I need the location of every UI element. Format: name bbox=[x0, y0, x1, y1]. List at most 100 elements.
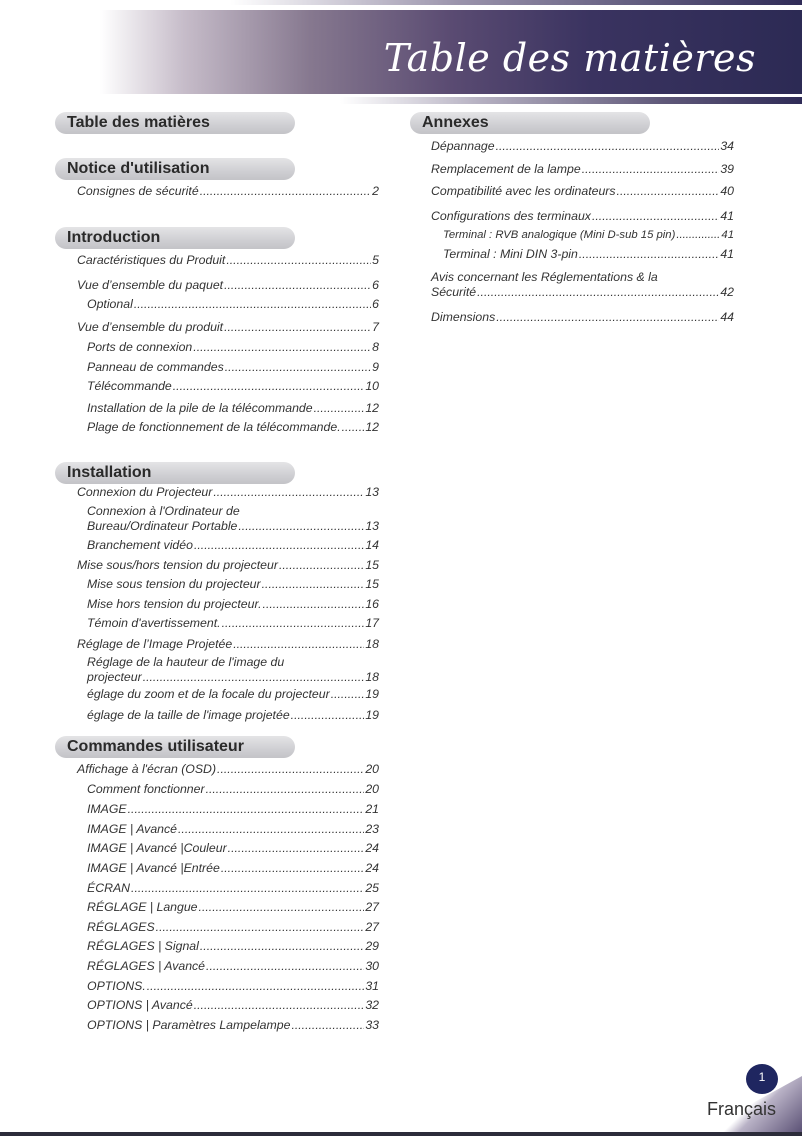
toc-entry[interactable]: Consignes de sécurité 2 bbox=[77, 184, 379, 199]
toc-entry[interactable]: RÉGLAGES 27 bbox=[87, 920, 379, 935]
dot-leader bbox=[592, 209, 719, 224]
toc-entry-page: 32 bbox=[365, 998, 379, 1012]
toc-entry[interactable]: ÉCRAN 25 bbox=[87, 881, 379, 896]
toc-entry-page: 27 bbox=[365, 920, 379, 934]
dot-leader bbox=[228, 841, 365, 856]
toc-entry-page: 20 bbox=[365, 782, 379, 796]
dot-leader bbox=[225, 360, 371, 375]
dot-leader bbox=[279, 558, 364, 573]
toc-entry-page: 21 bbox=[365, 802, 379, 816]
toc-entry-title: Réglage de l’Image Projetée bbox=[77, 637, 233, 651]
dot-leader bbox=[193, 340, 371, 355]
toc-entry-page: 27 bbox=[365, 900, 379, 914]
toc-entry-page: 12 bbox=[365, 401, 379, 415]
toc-entry[interactable]: Terminal : RVB analogique (Mini D-sub 15… bbox=[443, 228, 734, 243]
toc-entry-title: ÉCRAN bbox=[87, 881, 131, 895]
dot-leader bbox=[143, 670, 365, 685]
toc-entry-title: IMAGE bbox=[87, 802, 127, 816]
toc-entry[interactable]: Installation de la pile de la télécomman… bbox=[87, 401, 379, 416]
toc-entry-title: Affichage à l'écran (OSD) bbox=[77, 762, 217, 776]
toc-entry-page: 17 bbox=[365, 616, 379, 630]
toc-entry[interactable]: OPTIONS | Paramètres Lampelampe 33 bbox=[87, 1018, 379, 1033]
toc-entry[interactable]: IMAGE | Avancé |Entrée 24 bbox=[87, 861, 379, 876]
dot-leader bbox=[496, 139, 720, 154]
toc-entry[interactable]: églage de la taille de l'image projetée 1… bbox=[87, 708, 379, 723]
toc-entry-title: Plage de fonctionnement de la télécomman… bbox=[87, 420, 341, 434]
toc-entry-title: RÉGLAGES bbox=[87, 920, 155, 934]
section-heading[interactable]: Commandes utilisateur bbox=[55, 736, 295, 758]
toc-entry[interactable]: Remplacement de la lampe 39 bbox=[431, 162, 734, 177]
toc-entry-page: 15 bbox=[365, 558, 379, 572]
toc-entry[interactable]: Dimensions 44 bbox=[431, 310, 734, 325]
section-heading[interactable]: Installation bbox=[55, 462, 295, 484]
dot-leader bbox=[131, 881, 364, 896]
page-title: Table des matières bbox=[383, 36, 756, 80]
section-heading[interactable]: Table des matières bbox=[55, 112, 295, 134]
toc-entry[interactable]: Optional 6 bbox=[87, 297, 379, 312]
header-top-rule bbox=[230, 0, 802, 5]
toc-entry-title: Configurations des terminaux bbox=[431, 209, 591, 223]
toc-entry-page: 13 bbox=[365, 519, 379, 533]
dot-leader bbox=[314, 401, 365, 416]
dot-leader bbox=[147, 979, 365, 994]
dot-leader bbox=[496, 310, 719, 325]
toc-entry[interactable]: Mise sous/hors tension du projecteur 15 bbox=[77, 558, 379, 573]
section-heading[interactable]: Notice d'utilisation bbox=[55, 158, 295, 180]
toc-entry[interactable]: Réglage de la hauteur de l'image du proje… bbox=[87, 655, 379, 685]
toc-entry[interactable]: Télécommande 10 bbox=[87, 379, 379, 394]
toc-entry-title: Consignes de sécurité bbox=[77, 184, 199, 198]
toc-entry[interactable]: Vue d’ensemble du produit 7 bbox=[77, 320, 379, 335]
section-heading[interactable]: Introduction bbox=[55, 227, 295, 249]
toc-entry[interactable]: Panneau de commandes 9 bbox=[87, 360, 379, 375]
toc-entry-page: 13 bbox=[365, 485, 379, 499]
dot-leader bbox=[199, 900, 365, 915]
toc-entry[interactable]: Avis concernant les Réglementations & la… bbox=[431, 270, 734, 300]
toc-entry[interactable]: Connexion à l'Ordinateur de Bureau/Ordina… bbox=[87, 504, 379, 534]
toc-entry[interactable]: Plage de fonctionnement de la télécomman… bbox=[87, 420, 379, 435]
toc-entry[interactable]: Vue d’ensemble du paquet 6 bbox=[77, 278, 379, 293]
toc-entry-title: projecteur bbox=[87, 670, 142, 684]
toc-entry-title: Télécommande bbox=[87, 379, 172, 393]
toc-entry[interactable]: Connexion du Projecteur 13 bbox=[77, 485, 379, 500]
toc-entry[interactable]: IMAGE | Avancé 23 bbox=[87, 822, 379, 837]
dot-leader bbox=[222, 616, 365, 631]
toc-entry[interactable]: IMAGE | Avancé |Couleur 24 bbox=[87, 841, 379, 856]
toc-entry[interactable]: Compatibilité avec les ordinateurs 40 bbox=[431, 184, 734, 199]
language-label: Français bbox=[707, 1099, 777, 1119]
toc-entry[interactable]: RÉGLAGES | Avancé 30 bbox=[87, 959, 379, 974]
toc-entry[interactable]: IMAGE 21 bbox=[87, 802, 379, 817]
toc-entry[interactable]: Témoin d'avertissement. 17 bbox=[87, 616, 379, 631]
toc-entry-title: RÉGLAGES | Signal bbox=[87, 939, 199, 953]
toc-entry-page: 19 bbox=[365, 708, 379, 722]
toc-entry-title: Mise sous/hors tension du projecteur bbox=[77, 558, 278, 572]
toc-entry[interactable]: Terminal : Mini DIN 3-pin 41 bbox=[443, 247, 734, 262]
section-heading[interactable]: Annexes bbox=[410, 112, 650, 134]
toc-entry-page: 41 bbox=[721, 229, 734, 241]
toc-entry[interactable]: Réglage de l’Image Projetée 18 bbox=[77, 637, 379, 652]
toc-entry[interactable]: Branchement vidéo 14 bbox=[87, 538, 379, 553]
toc-entry-page: 18 bbox=[365, 637, 379, 651]
toc-entry[interactable]: Configurations des terminaux 41 bbox=[431, 209, 734, 224]
toc-entry[interactable]: Affichage à l'écran (OSD) 20 bbox=[77, 762, 379, 777]
dot-leader bbox=[173, 379, 365, 394]
toc-entry[interactable]: OPTIONS | Avancé 32 bbox=[87, 998, 379, 1013]
toc-entry[interactable]: Mise sous tension du projecteur 15 bbox=[87, 577, 379, 592]
toc-entry-title: Terminal : RVB analogique (Mini D-sub 15… bbox=[443, 229, 676, 241]
dot-leader bbox=[617, 184, 720, 199]
toc-entry[interactable]: églage du zoom et de la focale du projec… bbox=[87, 687, 379, 702]
toc-entry-title: Connexion à l'Ordinateur de bbox=[87, 504, 240, 518]
toc-entry[interactable]: Ports de connexion 8 bbox=[87, 340, 379, 355]
toc-entry[interactable]: Comment fonctionner 20 bbox=[87, 782, 379, 797]
dot-leader bbox=[263, 597, 365, 612]
toc-entry[interactable]: Dépannage 34 bbox=[431, 139, 734, 154]
dot-leader bbox=[206, 959, 364, 974]
toc-entry[interactable]: Caractéristiques du Produit 5 bbox=[77, 253, 379, 268]
dot-leader bbox=[233, 637, 364, 652]
toc-entry[interactable]: RÉGLAGE | Langue 27 bbox=[87, 900, 379, 915]
toc-entry[interactable]: OPTIONS. 31 bbox=[87, 979, 379, 994]
toc-entry-title: Réglage de la hauteur de l'image du bbox=[87, 655, 285, 669]
toc-entry-title: Installation de la pile de la télécomman… bbox=[87, 401, 313, 415]
toc-entry-title: OPTIONS. bbox=[87, 979, 146, 993]
toc-entry[interactable]: RÉGLAGES | Signal 29 bbox=[87, 939, 379, 954]
toc-entry[interactable]: Mise hors tension du projecteur. 16 bbox=[87, 597, 379, 612]
